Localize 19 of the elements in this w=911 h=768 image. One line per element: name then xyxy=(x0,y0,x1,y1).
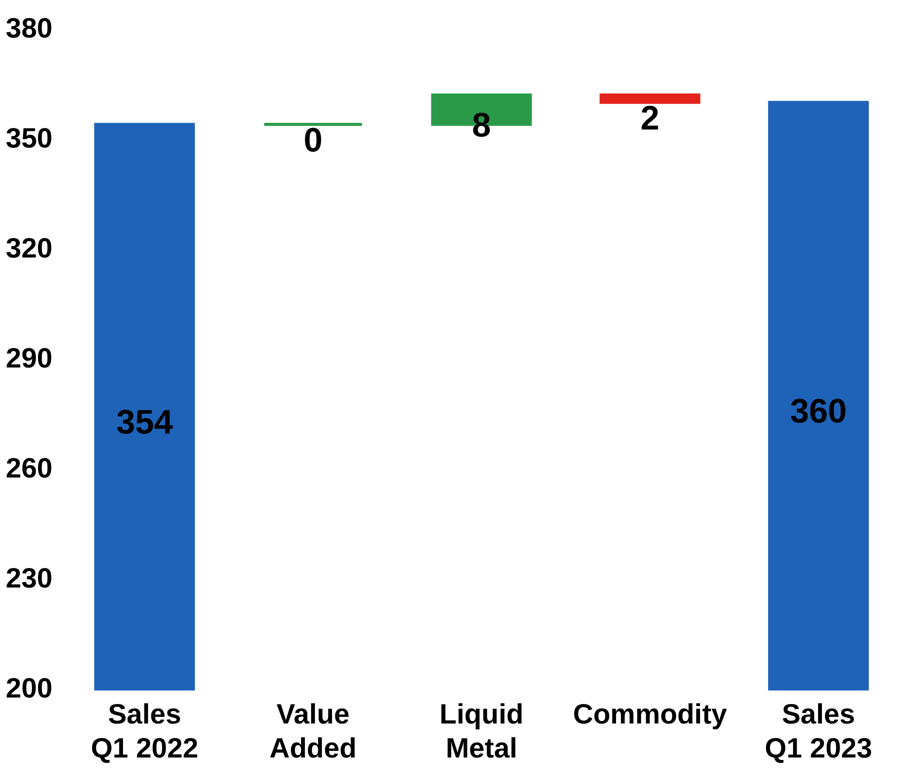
y-tick-label: 380 xyxy=(6,12,52,44)
y-tick-label: 200 xyxy=(6,672,52,704)
x-tick-label: Sales Q1 2022 xyxy=(90,698,198,764)
y-tick-label: 230 xyxy=(6,562,52,594)
y-tick-label: 320 xyxy=(6,232,52,264)
data-label: 2 xyxy=(640,99,660,138)
x-tick-label: Sales Q1 2023 xyxy=(764,698,872,764)
bar xyxy=(94,122,195,690)
y-tick-label: 260 xyxy=(6,452,52,484)
x-tick-label: Liquid Metal xyxy=(440,698,524,764)
bar xyxy=(768,100,869,690)
y-tick-label: 350 xyxy=(6,122,52,154)
data-label: 354 xyxy=(116,404,174,442)
x-tick-label: Commodity xyxy=(572,698,728,730)
y-tick-label: 290 xyxy=(6,342,52,374)
x-tick-label: Value Added xyxy=(269,698,357,764)
data-label: 0 xyxy=(304,121,322,160)
data-label: 360 xyxy=(790,392,847,431)
bar xyxy=(600,94,700,104)
